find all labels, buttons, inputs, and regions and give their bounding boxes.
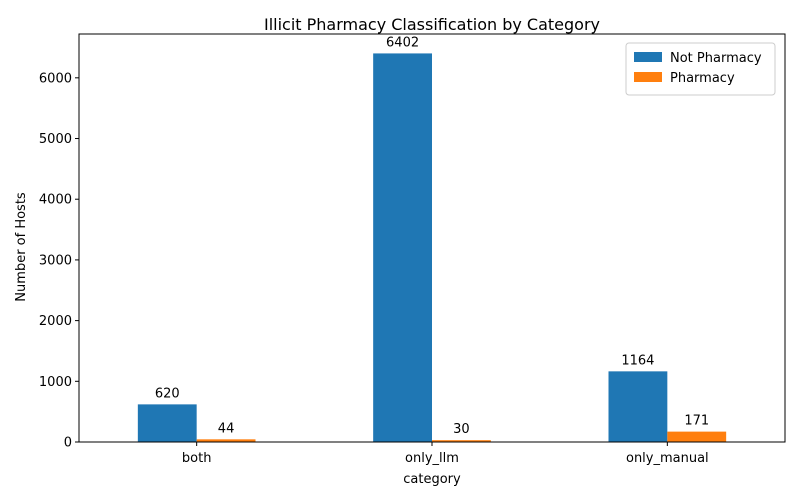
legend-label: Pharmacy	[670, 71, 735, 86]
legend-swatch	[634, 52, 662, 62]
bar-value-label: 1164	[621, 353, 654, 368]
bars-group	[137, 53, 727, 442]
y-tick-label: 3000	[39, 253, 72, 268]
legend-label: Not Pharmacy	[670, 51, 762, 66]
y-tick-label: 0	[64, 436, 72, 451]
y-tick-label: 5000	[39, 132, 72, 147]
bar-pharmacy	[196, 439, 256, 442]
legend: Not Pharmacy Pharmacy	[625, 42, 776, 96]
x-axis-label: category	[403, 472, 461, 487]
x-tick-label: both	[182, 451, 212, 466]
plot-frame	[78, 33, 786, 443]
bar-value-label: 44	[218, 421, 235, 436]
bar-pharmacy	[667, 431, 727, 442]
y-axis-label: Number of Hosts	[14, 192, 29, 302]
y-tick-label: 6000	[39, 71, 72, 86]
axis-ticks: 0 1000 2000 3000 4000 5000 6000 both only_llm onl…	[39, 71, 709, 466]
y-tick-label: 2000	[39, 314, 72, 329]
legend-swatch	[634, 72, 662, 82]
bar-value-label: 620	[155, 386, 180, 401]
bar-value-label: 6402	[386, 35, 419, 50]
bar-value-label: 171	[684, 414, 709, 429]
bar-not-pharmacy	[608, 371, 668, 442]
bar-value-label: 30	[453, 422, 470, 437]
x-tick-label: only_llm	[405, 451, 459, 466]
bar-not-pharmacy	[137, 404, 197, 442]
chart-title: Illicit Pharmacy Classification by Categ…	[264, 15, 600, 34]
y-tick-label: 1000	[39, 375, 72, 390]
bar-not-pharmacy	[373, 53, 432, 442]
bar-pharmacy	[432, 440, 491, 442]
x-tick-label: only_manual	[626, 451, 709, 466]
legend-box	[625, 42, 776, 96]
y-tick-label: 4000	[39, 193, 72, 208]
data-labels: 620 44 6402 30 1164 171	[155, 35, 709, 437]
